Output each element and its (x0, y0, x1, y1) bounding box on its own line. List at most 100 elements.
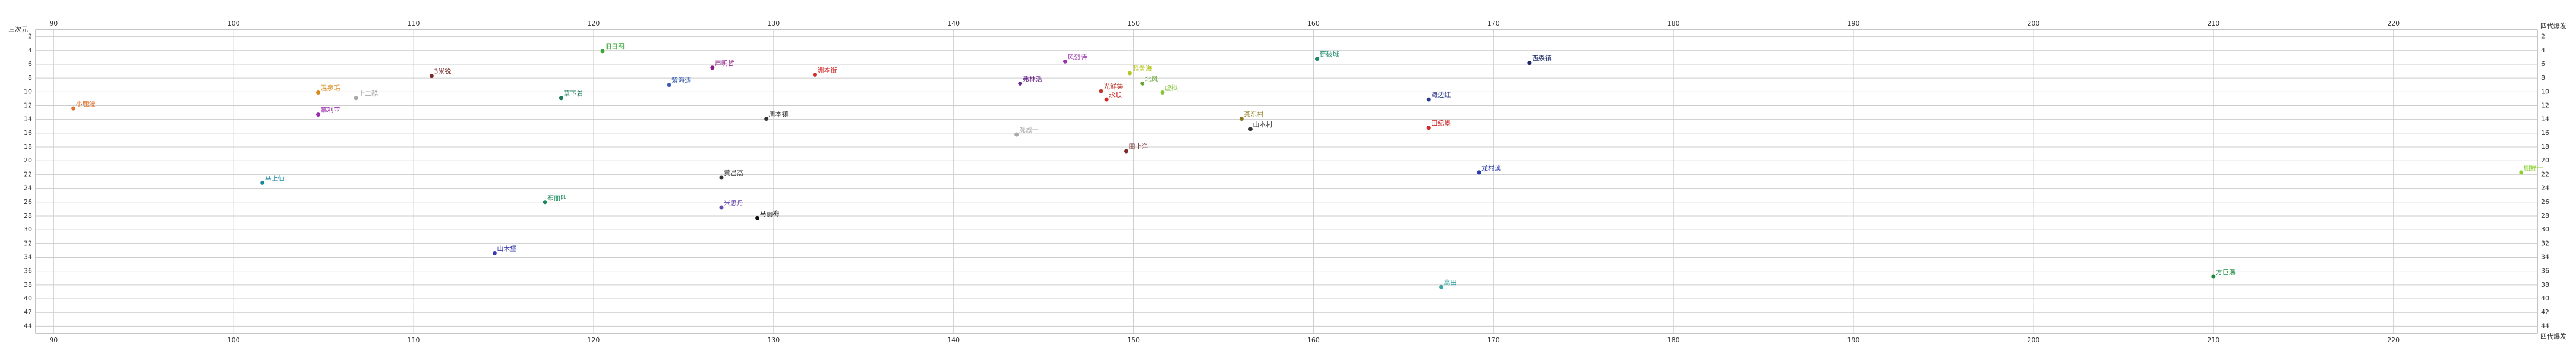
point-label: 光鲜集 (1103, 82, 1123, 90)
y-tick-label: 38 (2541, 281, 2549, 289)
point (71, 106, 76, 111)
x-tick-label: 190 (1847, 336, 1860, 344)
point (1248, 127, 1253, 131)
point-label: 紫海涛 (671, 76, 691, 84)
point (1439, 284, 1443, 289)
point-label: 田上洋 (1128, 142, 1148, 151)
y-tick-label: 26 (2541, 198, 2549, 206)
x-tick-label: 210 (2207, 20, 2219, 27)
point (1140, 81, 1145, 86)
point (1160, 90, 1165, 95)
y-tick-label: 16 (24, 129, 32, 137)
point (1099, 89, 1103, 93)
point-label: 棚野一 (2524, 164, 2543, 172)
point-label: 慕利亚 (321, 106, 340, 114)
y-tick-label: 44 (24, 322, 32, 330)
point (316, 90, 321, 95)
x-tick-label: 200 (2027, 20, 2039, 27)
y-tick-label: 14 (24, 115, 32, 123)
y-tick-label: 34 (2541, 253, 2549, 261)
x-tick-label: 220 (2387, 336, 2400, 344)
point-label: 山木堡 (497, 245, 516, 253)
x-tick-label: 170 (1487, 20, 1500, 27)
point-label: 高田 (1443, 278, 1456, 286)
y-tick-label: 42 (24, 308, 32, 316)
y-tick-label: 32 (24, 239, 32, 247)
y-tick-label: 4 (28, 46, 32, 54)
point-label: 方巨瀑 (2216, 268, 2236, 276)
point-label: 雅黄海 (1132, 64, 1152, 73)
point-label: 温泉瑶 (321, 83, 340, 92)
y-tick-label: 42 (2541, 308, 2549, 316)
x-tick-label: 160 (1307, 336, 1320, 344)
y-tick-label: 38 (24, 281, 32, 289)
point-label: 海边红 (1431, 90, 1451, 99)
y-tick-label: 32 (2541, 239, 2549, 247)
y-tick-label: 30 (24, 226, 32, 233)
y-tick-label: 20 (2541, 156, 2549, 164)
y-tick-label: 34 (24, 253, 32, 261)
point-label: 荀破城 (1319, 50, 1339, 58)
y-tick-label: 30 (2541, 226, 2549, 233)
point-label: 3米锐 (434, 67, 451, 76)
point-label: 虚拟 (1165, 83, 1178, 92)
point (1127, 71, 1132, 76)
y-tick-label: 8 (2541, 74, 2545, 82)
y-tick-label: 18 (2541, 143, 2549, 151)
point-label: 洲本街 (817, 65, 837, 74)
point-label: 上二酷 (358, 90, 378, 98)
plot-frame (35, 29, 2538, 334)
point-label: 永联 (1109, 90, 1122, 99)
x-tick-label: 140 (947, 20, 960, 27)
x-tick-label: 120 (587, 336, 600, 344)
x-tick-label: 210 (2207, 336, 2219, 344)
point (1527, 61, 1532, 65)
point (2519, 170, 2524, 175)
point (1062, 59, 1067, 64)
point-label: 旧日图 (605, 43, 625, 51)
x-tick-label: 100 (228, 20, 240, 27)
x-tick-label: 140 (947, 336, 960, 344)
point (260, 180, 265, 185)
x-tick-label: 170 (1487, 336, 1500, 344)
y-tick-label: 10 (2541, 87, 2549, 95)
x-tick-label: 180 (1667, 336, 1680, 344)
y-tick-label: 10 (24, 87, 32, 95)
point (1426, 97, 1431, 102)
point (667, 83, 671, 87)
point-label: 草下着 (563, 89, 583, 98)
x-tick-label: 100 (228, 336, 240, 344)
point (1124, 149, 1128, 154)
point-label: 山本村 (1253, 120, 1272, 129)
y-tick-label: 12 (24, 102, 32, 109)
point (559, 96, 563, 101)
point-label: 北风 (1145, 75, 1158, 83)
y-axis-label: 三次元 (8, 25, 28, 33)
y-tick-label: 24 (24, 184, 32, 192)
x-tick-label: 160 (1307, 20, 1320, 27)
point (1426, 126, 1431, 130)
x-tick-label: 150 (1127, 20, 1140, 27)
y-tick-label: 26 (24, 198, 32, 206)
point-label: 马上仙 (265, 174, 285, 182)
point-label: 马丽梅 (760, 209, 780, 217)
y-tick-label: 2 (28, 33, 32, 40)
point-label: 布丽叫 (547, 194, 567, 202)
point (1314, 57, 1319, 61)
point (543, 200, 547, 205)
point (2211, 274, 2216, 279)
point-label: 田纪墨 (1431, 120, 1451, 127)
point-label: 洗烈一 (1019, 126, 1039, 134)
point-label: 西森镇 (1532, 54, 1552, 62)
x-tick-label: 200 (2027, 336, 2039, 344)
point (1104, 97, 1109, 102)
point (812, 72, 817, 77)
point (354, 96, 358, 101)
point-label: 声明哲 (715, 59, 734, 67)
x-tick-label: 130 (767, 336, 780, 344)
point (600, 49, 605, 54)
point (710, 65, 715, 70)
y-tick-label: 28 (2541, 212, 2549, 220)
point-label: 龙村溪 (1481, 164, 1501, 172)
x-tick-label: 220 (2387, 20, 2400, 27)
